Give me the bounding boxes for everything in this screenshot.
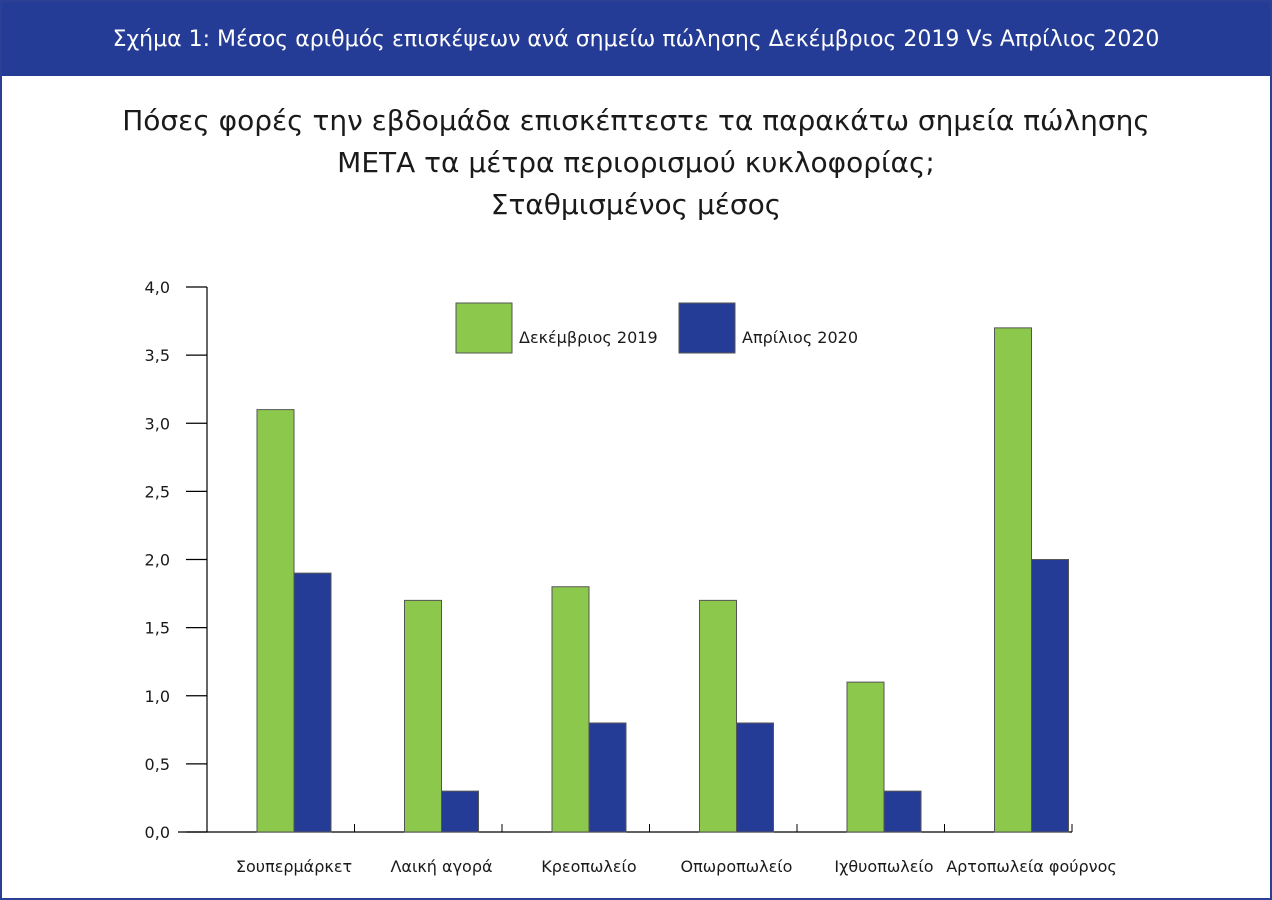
y-tick-label: 3,5 <box>145 346 170 365</box>
y-tick-label: 2,5 <box>145 482 170 501</box>
figure-caption: Σχήμα 1: Μέσος αριθμός επισκέψεων ανά ση… <box>112 26 1160 52</box>
bar-apr-2020 <box>736 722 774 833</box>
y-tick-label: 1,0 <box>145 687 170 706</box>
bar-dec-2019 <box>551 586 590 833</box>
chart-title-line-3: Σταθμισμένος μέσος <box>490 188 782 221</box>
bar-apr-2020 <box>293 572 332 833</box>
legend-label-dec-2019: Δεκέμβριος 2019 <box>519 328 658 347</box>
y-tick-label: 3,0 <box>145 414 170 433</box>
x-tick-label: Ιχθυοπωλείο <box>834 857 933 876</box>
y-tick-label: 1,5 <box>145 619 170 638</box>
x-tick-label: Κρεοπωλείο <box>541 857 636 876</box>
legend-label-apr-2020: Απρίλιος 2020 <box>742 328 858 347</box>
x-tick-label: Οπωροπωλείο <box>681 857 793 876</box>
y-tick-label: 0,5 <box>145 755 170 774</box>
bar-dec-2019 <box>994 327 1032 833</box>
bar-dec-2019 <box>404 599 442 833</box>
bar-dec-2019 <box>699 599 737 833</box>
figure-banner: Σχήμα 1: Μέσος αριθμός επισκέψεων ανά ση… <box>2 2 1270 76</box>
chart-title-line-1: Πόσες φορές την εβδομάδα επισκέπτεστε τα… <box>122 104 1150 137</box>
x-tick-label: Σουπερμάρκετ <box>236 857 352 876</box>
y-tick-label: 4,0 <box>145 278 170 297</box>
chart-title: Πόσες φορές την εβδομάδα επισκέπτεστε τα… <box>2 100 1270 226</box>
chart-title-line-2: ΜΕΤΑ τα μέτρα περιορισμού κυκλοφορίας; <box>337 146 935 179</box>
legend-swatch-dec-2019 <box>455 302 513 354</box>
bar-apr-2020 <box>1031 559 1069 833</box>
bar-dec-2019 <box>846 681 885 833</box>
bar-apr-2020 <box>588 722 627 833</box>
bar-apr-2020 <box>441 790 479 833</box>
x-tick-label: Αρτοπωλεία φούρνος <box>946 857 1117 876</box>
bar-dec-2019 <box>256 409 295 833</box>
y-tick-label: 2,0 <box>145 551 170 570</box>
legend-swatch-apr-2020 <box>678 302 736 354</box>
y-tick-label: 0,0 <box>145 823 170 842</box>
bar-apr-2020 <box>883 790 922 833</box>
x-tick-label: Λαική αγορά <box>390 857 492 876</box>
